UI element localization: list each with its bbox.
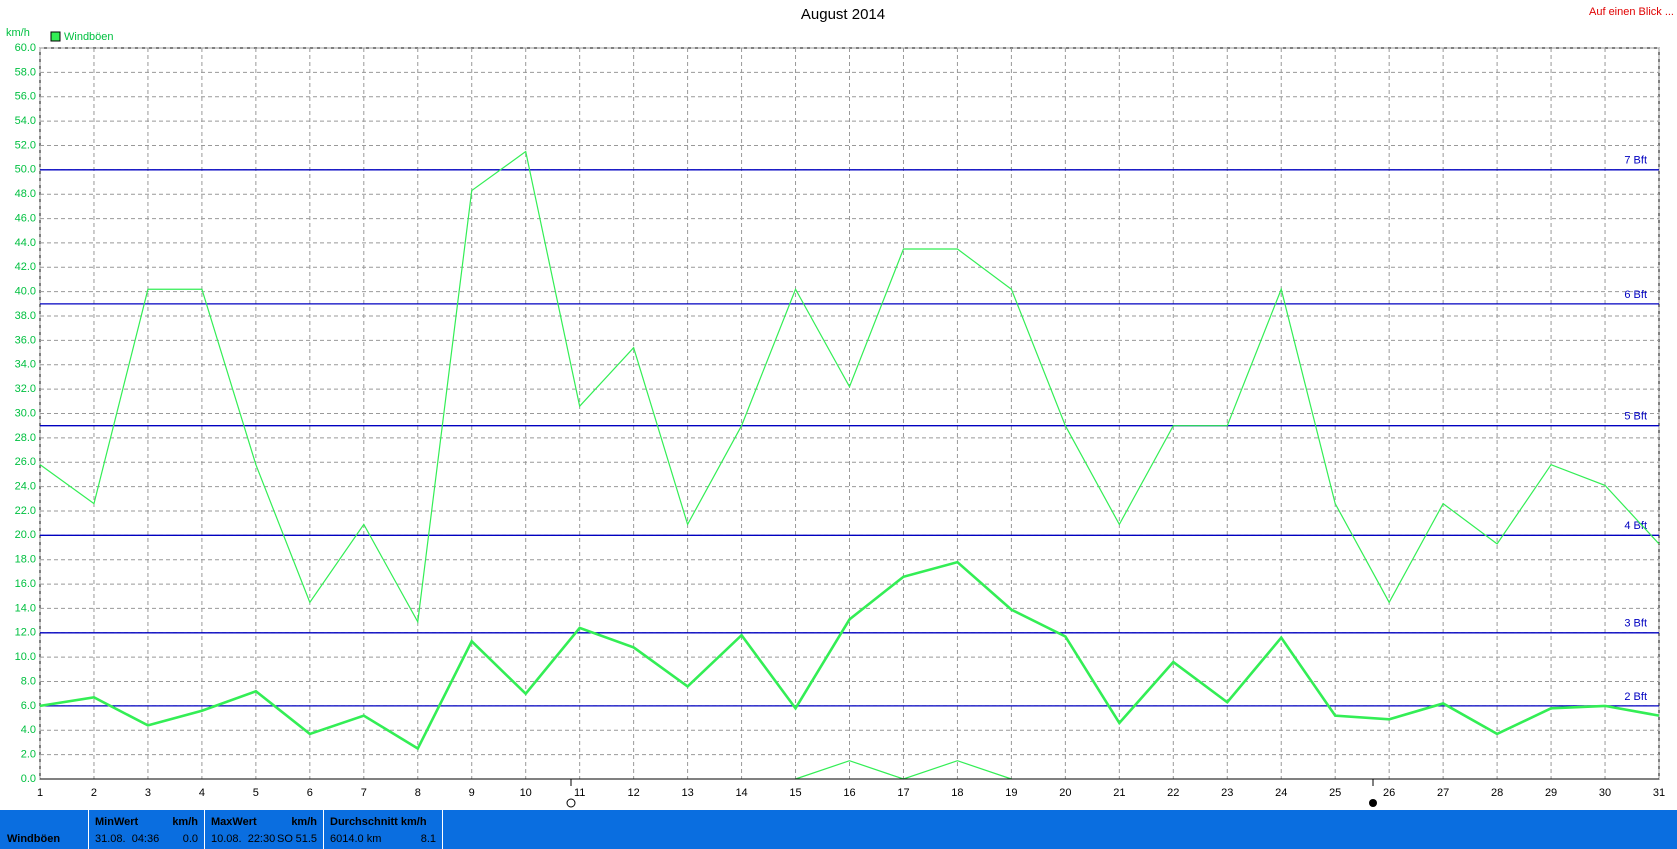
y-tick-label: 32.0	[15, 383, 36, 395]
cell-unit: km/h	[172, 816, 198, 828]
reference-label: 3 Bft	[1624, 618, 1647, 630]
y-tick-label: 56.0	[15, 91, 36, 103]
y-tick-label: 14.0	[15, 602, 36, 614]
x-tick-label: 29	[1545, 787, 1557, 799]
reference-label: 2 Bft	[1624, 691, 1647, 703]
y-tick-label: 22.0	[15, 505, 36, 517]
y-tick-label: 44.0	[15, 237, 36, 249]
x-tick-label: 20	[1059, 787, 1071, 799]
x-tick-label: 22	[1167, 787, 1179, 799]
x-tick-label: 4	[199, 787, 205, 799]
y-tick-label: 26.0	[15, 456, 36, 468]
x-tick-label: 2	[91, 787, 97, 799]
y-tick-label: 30.0	[15, 407, 36, 419]
link[interactable]: Auf einen Blick ...	[1589, 6, 1674, 18]
summary-label: Windböen	[7, 833, 61, 845]
y-tick-label: 48.0	[15, 188, 36, 200]
x-tick-label: 25	[1329, 787, 1341, 799]
cell-dir: SO	[277, 833, 293, 845]
y-tick-label: 60.0	[15, 42, 36, 54]
x-tick-label: 31	[1653, 787, 1665, 799]
y-tick-label: 0.0	[21, 773, 36, 785]
reference-label: 4 Bft	[1624, 520, 1647, 532]
x-tick-label: 10	[520, 787, 532, 799]
y-tick-label: 20.0	[15, 529, 36, 541]
legend-swatch	[50, 31, 61, 42]
y-tick-label: 46.0	[15, 212, 36, 224]
y-tick-label: 28.0	[15, 432, 36, 444]
y-tick-label: 42.0	[15, 261, 36, 273]
reference-label: 7 Bft	[1624, 155, 1647, 167]
y-tick-label: 12.0	[15, 627, 36, 639]
x-tick-label: 6	[307, 787, 313, 799]
x-tick-label: 27	[1437, 787, 1449, 799]
series-line	[39, 150, 1660, 624]
summary-bar: Windböen MinWert km/h 31.08. 04:36 0.0 M…	[0, 810, 1677, 849]
x-tick-label: 19	[1005, 787, 1017, 799]
x-tick-label: 11	[574, 787, 585, 799]
y-tick-label: 40.0	[15, 286, 36, 298]
x-tick-label: 17	[897, 787, 909, 799]
x-tick-label: 14	[735, 787, 747, 799]
x-tick-label: 24	[1275, 787, 1287, 799]
y-tick-label: 2.0	[21, 749, 36, 761]
cell-date: 6014.0 km	[330, 833, 382, 845]
summary-cell: Durchschnitt km/h 6014.0 km 8.1	[323, 810, 443, 849]
x-tick-label: 1	[37, 787, 43, 799]
cell-date: 31.08. 04:36	[95, 833, 160, 845]
x-tick-label: 30	[1599, 787, 1611, 799]
cell-unit: km/h	[291, 816, 317, 828]
cell-value: 8.1	[420, 833, 436, 845]
x-tick-label: 16	[843, 787, 855, 799]
x-tick-label: 26	[1383, 787, 1395, 799]
chart: August 2014 km/h Auf einen Blick ... Win…	[6, 6, 1674, 808]
moon-icon	[566, 798, 576, 808]
y-tick-label: 16.0	[15, 578, 36, 590]
y-tick-label: 52.0	[15, 139, 36, 151]
y-tick-label: 24.0	[15, 481, 36, 493]
cell-header: Durchschnitt km/h	[330, 816, 427, 828]
cell-date: 10.08. 22:30	[211, 833, 276, 845]
y-tick-label: 38.0	[15, 310, 36, 322]
y-tick-label: 18.0	[15, 554, 36, 566]
y-unit: km/h	[6, 27, 30, 39]
x-tick-label: 3	[145, 787, 151, 799]
x-tick-label: 5	[253, 787, 259, 799]
legend-label: Windböen	[64, 31, 114, 43]
x-tick-label: 18	[951, 787, 963, 799]
cell-header: MinWert	[95, 816, 139, 828]
x-tick-label: 8	[415, 787, 421, 799]
y-tick-label: 54.0	[15, 115, 36, 127]
y-tick-label: 4.0	[21, 724, 36, 736]
cell-value: 51.5	[295, 833, 317, 845]
y-tick-label: 50.0	[15, 164, 36, 176]
x-tick-label: 21	[1113, 787, 1125, 799]
reference-label: 5 Bft	[1624, 411, 1647, 423]
y-tick-label: 8.0	[21, 675, 36, 687]
x-tick-label: 12	[628, 787, 640, 799]
y-tick-label: 34.0	[15, 359, 36, 371]
y-tick-label: 6.0	[21, 700, 36, 712]
x-tick-label: 28	[1491, 787, 1503, 799]
y-tick-label: 58.0	[15, 66, 36, 78]
cell-header: MaxWert	[211, 816, 257, 828]
chart-title: August 2014	[801, 6, 885, 23]
x-tick-label: 13	[681, 787, 693, 799]
y-tick-label: 36.0	[15, 334, 36, 346]
summary-cell: MaxWert km/h 10.08. 22:30 SO 51.5	[204, 810, 323, 849]
summary-cell: MinWert km/h 31.08. 04:36 0.0	[88, 810, 204, 849]
y-tick-label: 10.0	[15, 651, 36, 663]
series-line	[39, 560, 1660, 751]
x-tick-label: 23	[1221, 787, 1233, 799]
moon-icon	[1369, 799, 1377, 807]
x-tick-label: 9	[469, 787, 475, 799]
cell-value: 0.0	[182, 833, 198, 845]
x-tick-label: 15	[789, 787, 801, 799]
x-tick-label: 7	[361, 787, 367, 799]
reference-label: 6 Bft	[1624, 289, 1647, 301]
